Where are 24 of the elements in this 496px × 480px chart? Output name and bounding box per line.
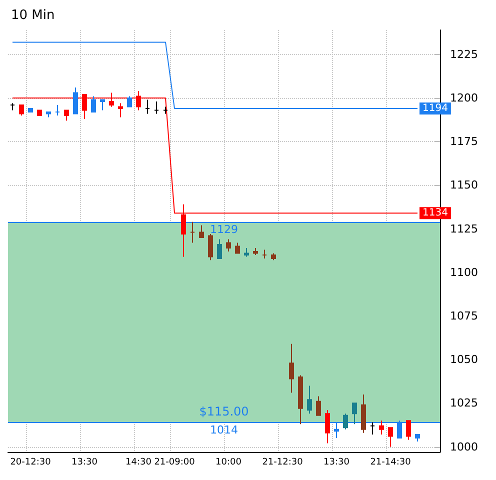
y-tick-label: 1125	[450, 222, 478, 236]
y-tick-label: 1000	[450, 440, 478, 454]
ref-line-label: 1129	[210, 222, 238, 236]
x-tick-label: 14:30	[126, 458, 152, 468]
x-tick-label: 21-09:00	[154, 458, 196, 468]
y-tick-label: 1200	[450, 92, 478, 105]
data-label: 1194	[422, 102, 448, 114]
y-tick-label: 1075	[450, 309, 478, 322]
chart-title: 10 Min	[11, 8, 55, 23]
y-tick-label: 1050	[450, 353, 478, 366]
x-tick-label: 20-12:30	[10, 458, 52, 468]
y-tick-label: 1175	[450, 135, 478, 148]
y-tick-label: 1150	[450, 178, 478, 192]
data-label: 1134	[422, 208, 448, 219]
x-tick-label: 10:00	[216, 458, 242, 468]
y-tick-label: 1100	[450, 266, 478, 279]
x-tick-label: 13:30	[324, 458, 350, 468]
band-label: $115.00	[199, 404, 249, 418]
y-tick-label: 1225	[450, 48, 478, 61]
x-tick-label: 21-14:30	[370, 458, 412, 468]
y-tick-label: 1025	[450, 396, 478, 410]
x-tick-label: 21-12:30	[262, 458, 304, 468]
x-tick-label: 13:30	[72, 458, 98, 468]
ref-line-label: 1014	[210, 423, 238, 436]
